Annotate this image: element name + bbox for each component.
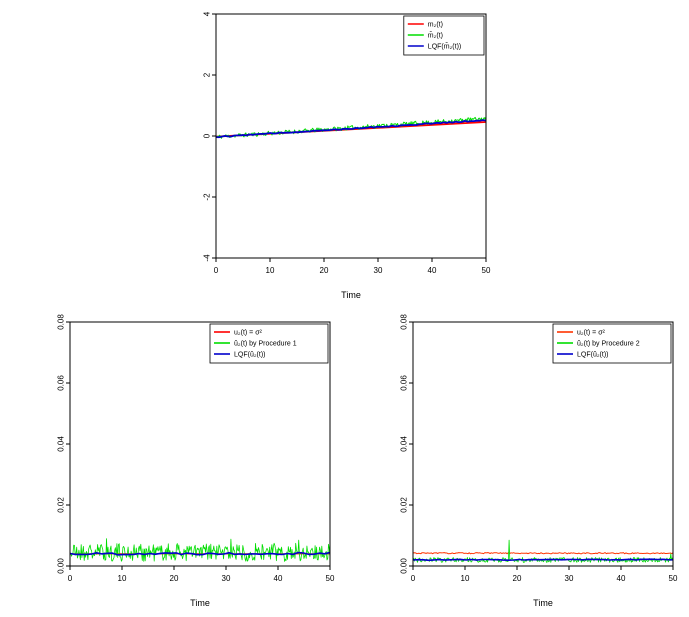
variance-procedure1-chart-series-group [70,538,330,562]
y-tick-label: 0.04 [57,436,66,452]
legend-label: LQF(m̂₂(t)) [428,42,461,50]
variance-procedure2-chart-series-group [413,539,673,563]
variance-procedure2-chart: 0 10 20 30 40 50 0.00 0.02 0.04 0.06 0.08 Time u₂(t)… [400,314,678,608]
x-tick-label: 30 [222,574,231,583]
y-tick-label: 4 [203,11,212,16]
y-tick-label: 0.02 [400,497,409,513]
legend-label: u₂(t) = σ² [577,330,606,337]
x-axis-label: Time [341,290,361,300]
y-tick-label: 0.08 [57,314,66,330]
x-tick-label: 50 [669,574,678,583]
x-tick-label: 20 [170,574,179,583]
y-tick-label: 0.06 [57,375,66,391]
x-tick-label: 0 [411,574,416,583]
x-tick-label: 50 [326,574,335,583]
x-tick-label: 40 [428,266,437,275]
series-line-2 [70,551,330,556]
series-line-0 [413,552,673,555]
series-line-1 [70,538,330,562]
legend-label: m̂₂(t) [428,31,443,39]
x-tick-label: 0 [214,266,219,275]
x-tick-label: 0 [68,574,73,583]
y-tick-label: 0.06 [400,375,409,391]
y-tick-label: 0.08 [400,314,409,330]
y-tick-label: 0.04 [400,436,409,452]
x-tick-label: 20 [513,574,522,583]
y-tick-label: 0.00 [57,558,66,574]
legend-label: LQF(û₂(t)) [234,352,266,359]
y-tick-label: 0.00 [400,558,409,574]
x-tick-label: 10 [118,574,127,583]
series-line-1 [413,539,673,563]
x-tick-label: 30 [565,574,574,583]
mean-function-figure: 0 10 20 30 40 50 -4 -2 0 2 4 Time m₂(t) m̂₂(t) LQF(m̂₂… [168,4,498,309]
legend-label: û₂(t) by Procedure 1 [234,341,297,348]
legend-label: LQF(û₂(t)) [577,352,609,359]
series-line-2 [216,119,486,139]
y-tick-label: 2 [203,72,212,77]
x-axis-label: Time [533,598,553,608]
x-tick-label: 40 [617,574,626,583]
legend-label: û₂(t) by Procedure 2 [577,341,640,348]
series-line-2 [413,558,673,562]
y-tick-label: -4 [203,254,212,262]
x-tick-label: 10 [266,266,275,275]
x-tick-label: 40 [274,574,283,583]
y-tick-label: -2 [203,193,212,201]
x-axis-label: Time [190,598,210,608]
mean-function-chart: 0 10 20 30 40 50 -4 -2 0 2 4 Time m₂(t) m̂₂(t) LQF(m̂₂… [203,11,491,300]
y-tick-label: 0.02 [57,497,66,513]
x-tick-label: 50 [482,266,491,275]
variance-procedure1-figure: 0 10 20 30 40 50 0.00 0.02 0.04 0.06 0.08 Time u₂(t)… [22,312,342,617]
x-tick-label: 20 [320,266,329,275]
x-tick-label: 10 [461,574,470,583]
legend-label: u₂(t) = σ² [234,330,263,337]
legend-label: m₂(t) [428,22,443,29]
variance-procedure2-figure: 0 10 20 30 40 50 0.00 0.02 0.04 0.06 0.08 Time u₂(t)… [365,312,685,617]
mean-function-chart-series-group [216,116,486,139]
y-tick-label: 0 [203,133,212,138]
variance-procedure1-chart: 0 10 20 30 40 50 0.00 0.02 0.04 0.06 0.08 Time u₂(t)… [57,314,335,608]
x-tick-label: 30 [374,266,383,275]
